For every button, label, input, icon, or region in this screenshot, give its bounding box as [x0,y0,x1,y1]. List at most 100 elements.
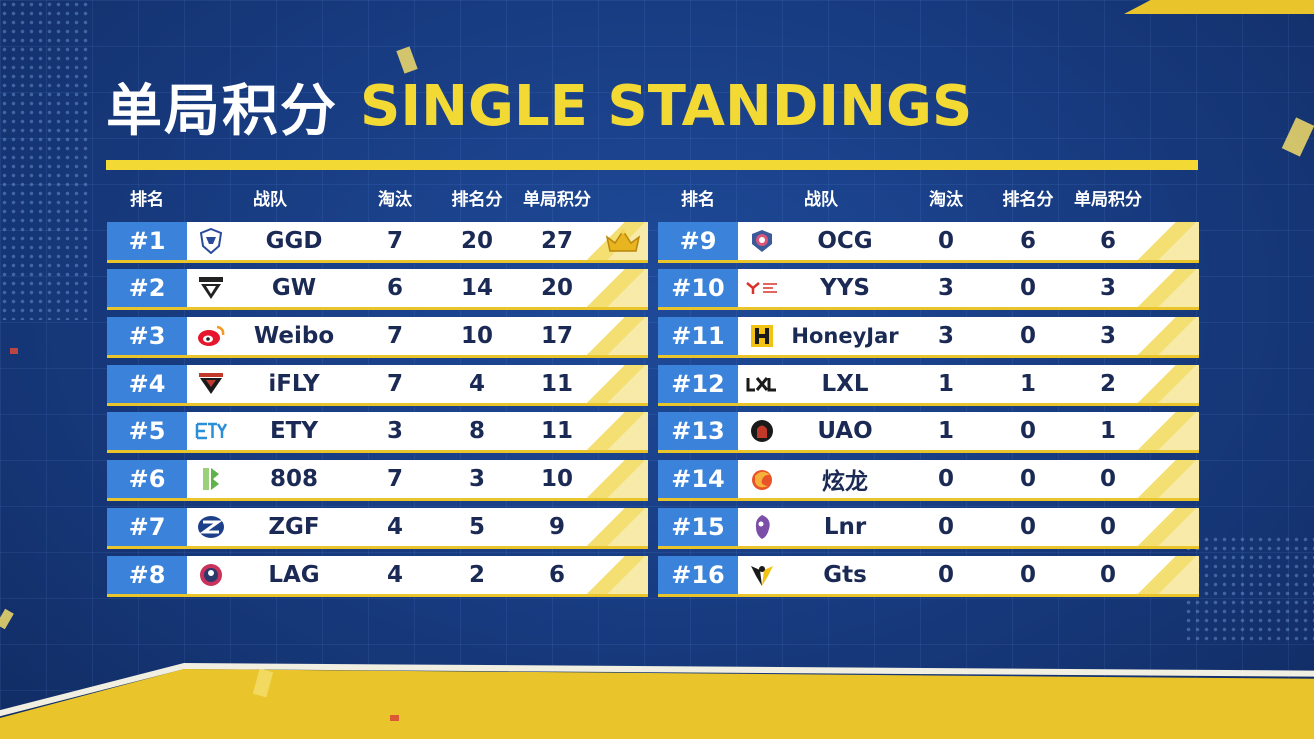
team-name: Lnr [823,513,867,540]
row-stripe [1135,555,1199,594]
table-row: #3 Weibo 7 10 17 [107,317,648,356]
placement-value: 0 [1019,466,1036,493]
team-name: iFLY [268,370,320,397]
total-value: 1 [1099,418,1116,445]
rank-badge: #15 [658,507,738,546]
rank-badge: #11 [658,317,738,356]
uao-logo-icon [738,418,786,444]
total-value: 20 [540,275,573,302]
rank-badge: #9 [658,221,738,260]
808-logo-icon [187,466,235,492]
placement-value: 10 [460,323,493,350]
total-value: 3 [1099,323,1116,350]
row-stripe [584,317,648,356]
background-dots-left [0,0,90,320]
placement-value: 3 [468,466,485,493]
honeyjar-logo-icon [738,323,786,349]
row-stripe [584,460,648,499]
yys-logo-icon [738,280,786,296]
total-value: 11 [540,370,573,397]
row-stripe [1135,221,1199,260]
total-value: 11 [540,418,573,445]
team-name: GW [271,275,317,302]
xuanlong-logo-icon [738,466,786,492]
rank-badge: #8 [107,555,187,594]
total-value: 6 [548,561,565,588]
row-stripe [1135,364,1199,403]
rank-badge: #6 [107,460,187,499]
team-name: OCG [817,227,873,254]
kills-value: 4 [386,513,403,540]
gw-logo-icon [187,275,235,301]
row-stripe [584,555,648,594]
ggd-logo-icon [187,227,235,254]
total-value: 0 [1099,466,1116,493]
corner-accent [1124,0,1314,14]
table-row: #16 Gts 0 0 0 [658,555,1199,594]
total-value: 27 [540,227,573,254]
team-name: HoneyJar [791,324,899,349]
kills-value: 6 [386,275,403,302]
table-row: #1 GGD 7 20 27 [107,221,648,260]
team-name: GGD [265,227,323,254]
row-stripe [584,269,648,308]
placement-value: 0 [1019,513,1036,540]
rank-badge: #7 [107,507,187,546]
total-value: 9 [548,513,565,540]
title-underline [106,160,1198,170]
team-name: Weibo [253,323,335,350]
table-row: #8 LAG 4 2 6 [107,555,648,594]
rank-badge: #2 [107,269,187,308]
zgf-logo-icon [187,514,235,540]
team-name: YYS [820,275,870,302]
team-name: UAO [817,418,873,445]
table-row: #13 UAO 1 0 1 [658,412,1199,451]
ocg-logo-icon [738,228,786,254]
total-value: 17 [540,323,573,350]
crown-icon [597,229,648,253]
lnr-logo-icon [738,513,786,541]
rank-badge: #13 [658,412,738,451]
placement-value: 8 [468,418,485,445]
rank-badge: #5 [107,412,187,451]
total-value: 0 [1099,513,1116,540]
row-stripe [1135,507,1199,546]
kills-value: 4 [386,561,403,588]
header-team: 战队 [804,189,838,210]
header-total: 单局积分 [523,189,591,210]
table-row: #12 LXL 1 1 2 [658,364,1199,403]
table-row: #14 炫龙 0 0 0 [658,460,1199,499]
header-total: 单局积分 [1074,189,1142,210]
team-name: LXL [821,370,869,397]
header-kills: 淘汰 [929,189,963,210]
kills-value: 3 [937,323,954,350]
header-placement: 排名分 [451,189,503,210]
header-placement: 排名分 [1002,189,1054,210]
confetti-piece [10,348,18,354]
kills-value: 7 [386,370,403,397]
table-row: #4 iFLY 7 4 11 [107,364,648,403]
team-name: 炫龙 [822,469,868,496]
total-value: 10 [540,466,573,493]
team-name: ZGF [268,513,320,540]
placement-value: 1 [1019,370,1036,397]
table-row: #15 Lnr 0 0 0 [658,507,1199,546]
kills-value: 0 [937,227,954,254]
ety-logo-icon [187,421,235,441]
placement-value: 0 [1019,561,1036,588]
placement-value: 6 [1019,227,1036,254]
background-dots-right [1184,535,1314,645]
header-kills: 淘汰 [378,189,412,210]
title-english: SINGLE STANDINGS [360,73,973,139]
row-stripe [584,364,648,403]
placement-value: 20 [460,227,493,254]
kills-value: 0 [937,513,954,540]
placement-value: 14 [460,275,493,302]
header-rank: 排名 [130,189,164,210]
placement-value: 0 [1019,418,1036,445]
placement-value: 4 [468,370,485,397]
title-chinese: 单局积分 [106,78,338,144]
page-title: 单局积分 SINGLE STANDINGS [106,68,972,144]
kills-value: 0 [937,561,954,588]
placement-value: 0 [1019,323,1036,350]
